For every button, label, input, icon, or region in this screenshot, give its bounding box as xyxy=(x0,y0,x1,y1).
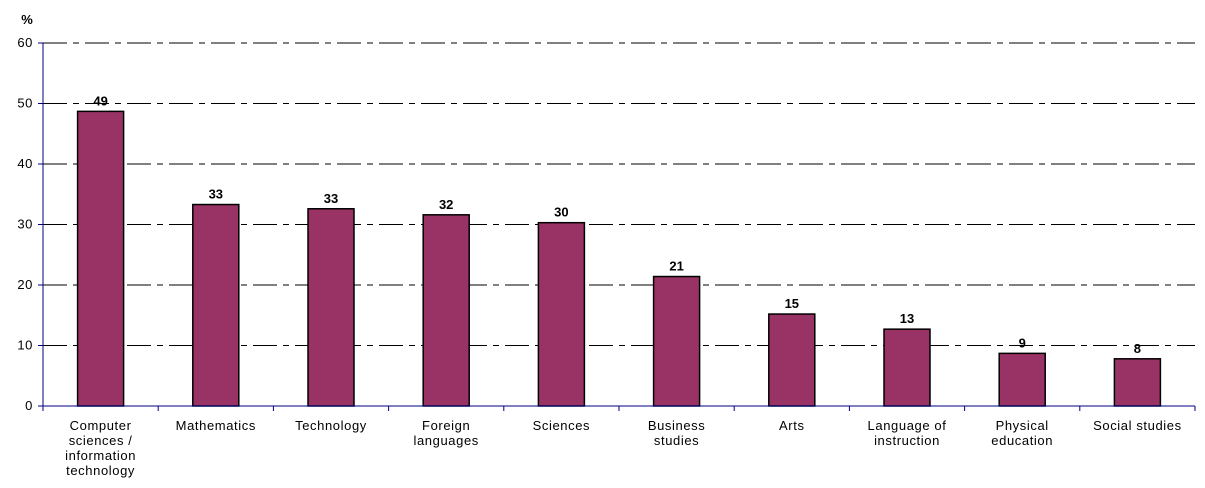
category-label-line: Foreign xyxy=(422,418,470,433)
category-label-line: studies xyxy=(654,433,699,448)
y-axis-unit-label: % xyxy=(21,12,33,27)
category-label-line: Physical xyxy=(996,418,1049,433)
data-label: 8 xyxy=(1134,341,1141,356)
category-label-line: Business xyxy=(648,418,706,433)
bar xyxy=(652,275,701,407)
data-label: 21 xyxy=(669,259,683,274)
category-label-line: education xyxy=(991,433,1053,448)
category-label-line: Social studies xyxy=(1093,418,1182,433)
category-label-line: instruction xyxy=(874,433,940,448)
y-tick-label: 20 xyxy=(17,277,33,292)
category-label-line: technology xyxy=(66,463,135,478)
bar xyxy=(537,221,586,407)
data-label: 33 xyxy=(324,191,338,206)
category-label: Language of instruction xyxy=(868,418,947,448)
bar xyxy=(76,110,125,407)
category-label: Computer sciences / information technology xyxy=(65,418,136,478)
y-tick-label: 60 xyxy=(17,35,33,50)
bar xyxy=(998,352,1046,407)
category-label-line: Language of xyxy=(868,418,947,433)
y-tick-label: 50 xyxy=(17,96,33,111)
category-label-line: information xyxy=(65,448,136,463)
data-label: 9 xyxy=(1019,335,1026,350)
category-label-line: Computer xyxy=(70,418,132,433)
category-label: Mathematics xyxy=(176,418,256,433)
data-label: 13 xyxy=(900,311,914,326)
category-label-line: Mathematics xyxy=(176,418,256,433)
category-label-line: languages xyxy=(413,433,478,448)
bar xyxy=(192,203,240,407)
y-tick-label: 0 xyxy=(25,398,33,413)
axes xyxy=(38,42,1196,411)
category-label: Physical education xyxy=(991,418,1053,448)
category-label: Arts xyxy=(779,418,805,433)
category-label: Technology xyxy=(295,418,367,433)
y-tick-label: 30 xyxy=(17,217,33,232)
category-label-line: Technology xyxy=(295,418,367,433)
category-label: Foreign languages xyxy=(413,418,478,448)
category-label-line: sciences / xyxy=(69,433,133,448)
bar xyxy=(422,214,470,407)
data-label: 49 xyxy=(93,93,107,108)
category-label-line: Arts xyxy=(779,418,805,433)
data-label: 33 xyxy=(209,187,223,202)
bar xyxy=(307,208,355,407)
y-tick-label: 40 xyxy=(17,156,33,171)
category-label: Social studies xyxy=(1093,418,1182,433)
bar xyxy=(883,328,931,407)
data-label: 15 xyxy=(785,296,799,311)
bar xyxy=(768,313,816,407)
category-label-line: Sciences xyxy=(533,418,591,433)
labels: 0 10 20 30 40 50 60 49 Computer sciences / informa… xyxy=(17,35,1181,478)
data-label: 32 xyxy=(439,197,453,212)
bars xyxy=(76,110,1162,407)
category-label: Sciences xyxy=(533,418,591,433)
bar xyxy=(1113,358,1162,407)
category-label: Business studies xyxy=(648,418,706,448)
y-tick-label: 10 xyxy=(17,338,33,353)
data-label: 30 xyxy=(554,205,568,220)
